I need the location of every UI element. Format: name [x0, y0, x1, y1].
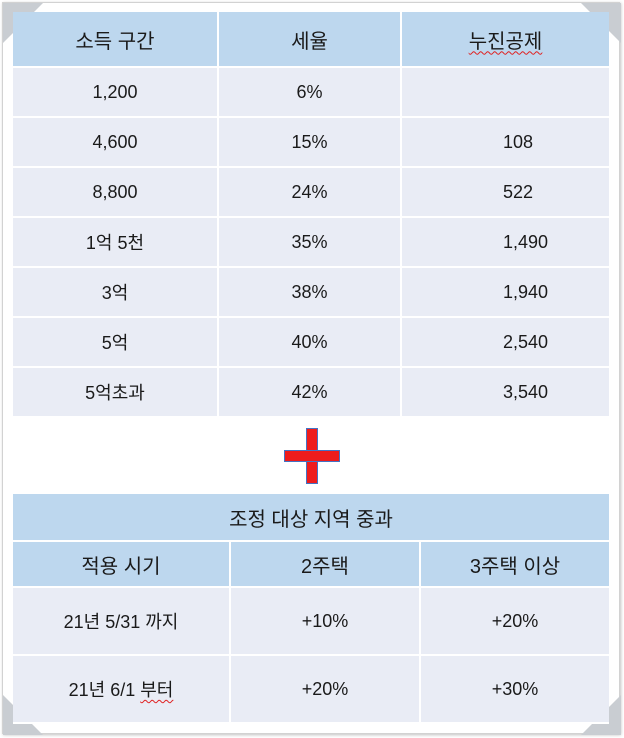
rate-cell: 38%: [219, 268, 402, 318]
bracket-cell: 5억초과: [13, 368, 219, 418]
header-progressive-deduction-text: 누진공제: [468, 30, 543, 53]
header-application-period: 적용 시기: [13, 542, 231, 588]
deduction-cell: 1,490: [402, 218, 609, 268]
plus-icon: [284, 428, 340, 484]
deduction-cell: 3,540: [402, 368, 609, 418]
bracket-cell: 1억 5천: [13, 218, 219, 268]
period-word: 부터: [140, 680, 174, 700]
rate-cell: 40%: [219, 318, 402, 368]
table-row: 21년 5/31 까지 +10% +20%: [13, 588, 609, 656]
two-homes-cell: +20%: [231, 656, 421, 724]
table-row: 8,800 24% 522: [13, 168, 609, 218]
table-row: 5억 40% 2,540: [13, 318, 609, 368]
bracket-cell: 3억: [13, 268, 219, 318]
rate-cell: 6%: [219, 68, 402, 118]
table-row: 3억 38% 1,940: [13, 268, 609, 318]
table-row: 4,600 15% 108: [13, 118, 609, 168]
table-row: 5억초과 42% 3,540: [13, 368, 609, 418]
surcharge-title-row: 조정 대상 지역 중과: [13, 494, 609, 542]
header-income-bracket: 소득 구간: [13, 12, 219, 68]
period-cell: 21년 6/1 부터: [13, 656, 231, 724]
deduction-cell: 2,540: [402, 318, 609, 368]
deduction-cell: 108: [402, 118, 609, 168]
surcharge-table-title: 조정 대상 지역 중과: [13, 494, 609, 542]
two-homes-cell: +10%: [231, 588, 421, 656]
deduction-cell: 1,940: [402, 268, 609, 318]
header-progressive-deduction: 누진공제: [402, 12, 609, 68]
bracket-cell: 8,800: [13, 168, 219, 218]
header-three-plus-homes: 3주택 이상: [421, 542, 609, 588]
table-row: 1,200 6%: [13, 68, 609, 118]
regulated-area-surcharge-table: 조정 대상 지역 중과 적용 시기 2주택 3주택 이상 21년 5/31 까지…: [13, 494, 609, 724]
deduction-cell: [402, 68, 609, 118]
three-plus-cell: +20%: [421, 588, 609, 656]
bracket-cell: 4,600: [13, 118, 219, 168]
deduction-cell: 522: [402, 168, 609, 218]
period-cell: 21년 5/31 까지: [13, 588, 231, 656]
rate-cell: 42%: [219, 368, 402, 418]
rate-cell: 24%: [219, 168, 402, 218]
tax-table-header-row: 소득 구간 세율 누진공제: [13, 12, 609, 68]
header-two-homes: 2주택: [231, 542, 421, 588]
income-tax-rate-table: 소득 구간 세율 누진공제 1,200 6% 4,600 15% 108 8,8…: [13, 12, 609, 418]
table-row: 1억 5천 35% 1,490: [13, 218, 609, 268]
header-tax-rate: 세율: [219, 12, 402, 68]
table-row: 21년 6/1 부터 +20% +30%: [13, 656, 609, 724]
surcharge-header-row: 적용 시기 2주택 3주택 이상: [13, 542, 609, 588]
rate-cell: 15%: [219, 118, 402, 168]
period-prefix: 21년 6/1: [68, 680, 141, 700]
bracket-cell: 5억: [13, 318, 219, 368]
bracket-cell: 1,200: [13, 68, 219, 118]
three-plus-cell: +30%: [421, 656, 609, 724]
rate-cell: 35%: [219, 218, 402, 268]
